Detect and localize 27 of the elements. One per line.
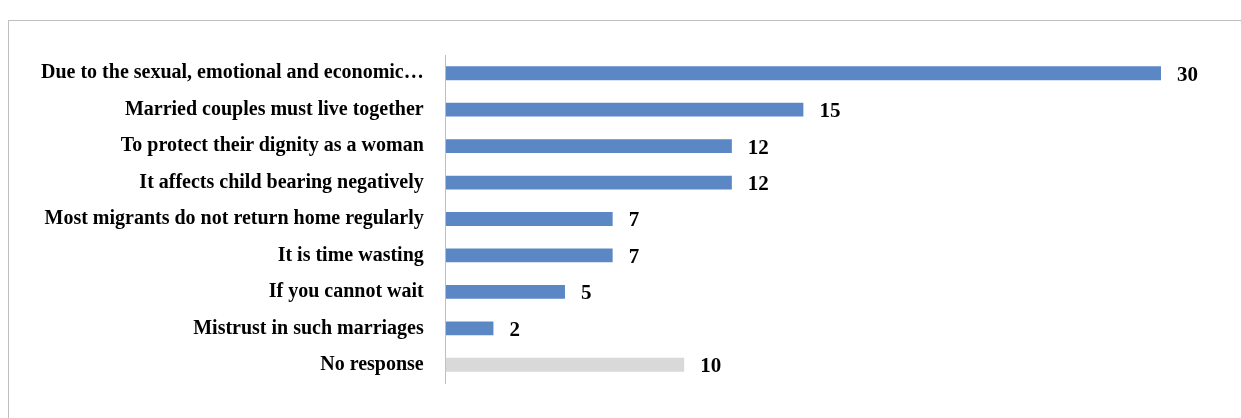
- data-label: 10: [700, 353, 722, 378]
- data-label: 30: [1177, 61, 1198, 86]
- bar: [445, 248, 613, 263]
- data-label: 12: [747, 170, 769, 195]
- bar: [445, 357, 685, 372]
- bar: [445, 175, 732, 190]
- bar: [445, 284, 565, 299]
- y-tick-label: Mistrust in such marriages: [193, 315, 424, 339]
- y-tick-label: No response: [320, 351, 424, 375]
- bar: [445, 102, 804, 117]
- data-label: 12: [747, 134, 769, 159]
- data-label: 15: [819, 98, 841, 123]
- data-label: 7: [628, 243, 640, 268]
- bar: [445, 321, 494, 336]
- y-tick-label: It is time wasting: [277, 242, 424, 266]
- y-tick-label: If you cannot wait: [268, 279, 425, 303]
- y-tick-label: Married couples must live together: [124, 96, 424, 120]
- data-label: 5: [580, 280, 592, 305]
- bar: [445, 66, 1161, 81]
- y-tick-label: Most migrants do not return home regularly: [44, 206, 424, 230]
- y-tick-label: To protect their dignity as a woman: [120, 133, 424, 157]
- bar: [445, 212, 613, 226]
- y-tick-label: Due to the sexual, emotional and economic…: [40, 60, 424, 83]
- bar: [445, 139, 732, 154]
- y-tick-label: It affects child bearing negatively: [139, 169, 424, 193]
- data-label: 7: [628, 207, 640, 232]
- data-label: 2: [509, 316, 520, 341]
